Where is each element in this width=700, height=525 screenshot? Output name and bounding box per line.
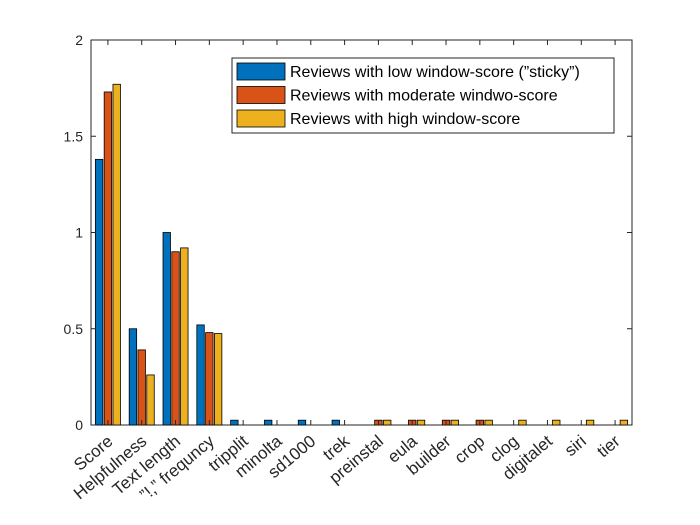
legend: Reviews with low window-score (”sticky”)… xyxy=(231,57,615,134)
legend-swatch xyxy=(236,86,286,104)
x-tick-label: tier xyxy=(593,431,624,461)
y-tick-label: 2 xyxy=(75,32,83,48)
legend-box xyxy=(231,57,615,134)
bar xyxy=(213,333,223,426)
bar xyxy=(484,419,493,426)
bar xyxy=(112,83,121,426)
bar xyxy=(297,419,307,426)
bar xyxy=(383,419,392,426)
bar xyxy=(180,247,189,426)
bar xyxy=(416,419,426,426)
bar xyxy=(162,232,171,426)
bar xyxy=(552,419,561,426)
y-tick-label: 1 xyxy=(75,225,83,241)
bar xyxy=(137,349,146,426)
bar xyxy=(103,91,113,426)
legend-entry: Reviews with low window-score (”sticky”) xyxy=(290,64,580,81)
legend-entry: Reviews with moderate windwo-score xyxy=(290,88,558,105)
bar xyxy=(619,419,629,426)
legend-entry: Reviews with high window-score xyxy=(290,111,520,128)
x-tick-label: siri xyxy=(561,432,590,461)
bar xyxy=(264,419,273,426)
y-axis: 0 0.5 1 1.5 2 xyxy=(64,32,632,433)
bar xyxy=(450,419,459,426)
legend-swatch xyxy=(236,109,286,128)
y-tick-label: 1.5 xyxy=(64,128,84,144)
y-tick-label: 0.5 xyxy=(64,321,84,337)
bar xyxy=(146,374,155,426)
bar xyxy=(585,419,595,426)
y-tick-label: 0 xyxy=(75,417,83,433)
bar xyxy=(205,332,214,426)
bar xyxy=(230,419,239,426)
bar xyxy=(196,324,205,426)
legend-swatch xyxy=(236,62,286,81)
bar xyxy=(331,419,340,426)
bar xyxy=(128,328,138,426)
bar xyxy=(518,419,527,426)
x-tick-label: crop xyxy=(451,432,489,468)
bar xyxy=(171,251,180,426)
bar xyxy=(94,158,104,426)
